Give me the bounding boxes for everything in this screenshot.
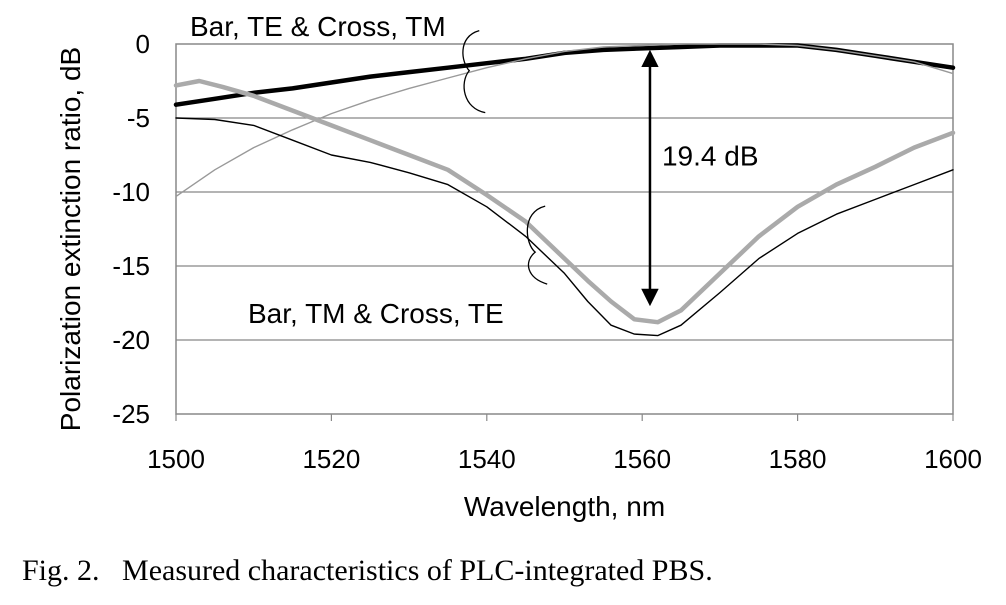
y-tick-label--5: -5 bbox=[127, 103, 150, 133]
series-lines bbox=[173, 43, 956, 337]
x-tick-label-1580: 1580 bbox=[769, 444, 827, 474]
y-tick-label--10: -10 bbox=[112, 177, 150, 207]
series-line-2 bbox=[175, 43, 954, 198]
plot-frame bbox=[175, 43, 954, 415]
x-tick-label-1520: 1520 bbox=[302, 444, 360, 474]
bracket-top bbox=[462, 30, 486, 114]
y-tick-label--20: -20 bbox=[112, 325, 150, 355]
series-line-3 bbox=[173, 78, 956, 325]
chart: 1500 1520 1540 1560 1580 1600 0 -5 -10 -15 -20 -25… bbox=[55, 11, 982, 522]
x-tick-labels: 1500 1520 1540 1560 1580 1600 bbox=[147, 414, 982, 474]
top-series-label: Bar, TE & Cross, TM bbox=[190, 11, 446, 42]
y-tick-labels: 0 -5 -10 -15 -20 -25 bbox=[112, 29, 150, 429]
y-tick-label--15: -15 bbox=[112, 251, 150, 281]
y-axis-title: Polarization extinction ratio, dB bbox=[55, 47, 86, 431]
series-line-1 bbox=[173, 43, 956, 107]
series-line-4 bbox=[175, 117, 954, 337]
bottom-series-label: Bar, TM & Cross, TE bbox=[248, 298, 504, 329]
arrow-label: 19.4 dB bbox=[662, 140, 759, 171]
bracket-bottom bbox=[526, 205, 548, 285]
figure-caption: Fig. 2. Measured characteristics of PLC-… bbox=[22, 554, 713, 587]
x-tick-label-1560: 1560 bbox=[613, 444, 671, 474]
y-tick-label--25: -25 bbox=[112, 399, 150, 429]
x-tick-label-1500: 1500 bbox=[147, 444, 205, 474]
x-axis-title: Wavelength, nm bbox=[464, 491, 665, 522]
x-tick-label-1540: 1540 bbox=[458, 444, 516, 474]
annotations: 19.4 dB Bar, TE & Cross, TM Bar, TM & Cr… bbox=[190, 11, 759, 329]
y-tick-label-0: 0 bbox=[136, 29, 150, 59]
x-tick-label-1600: 1600 bbox=[924, 444, 982, 474]
